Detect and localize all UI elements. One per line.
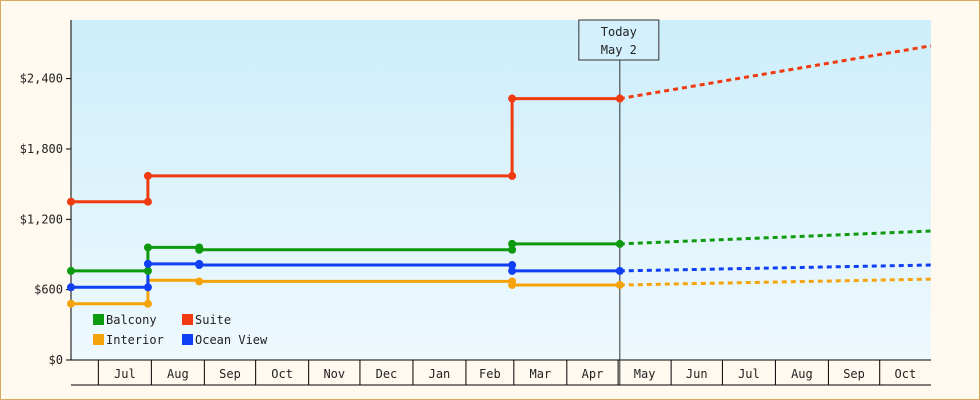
data-point — [143, 197, 152, 206]
forecast-line-interior — [619, 277, 932, 287]
legend-label: Ocean View — [195, 333, 268, 347]
x-tick-label: Sep — [219, 367, 241, 381]
x-tick-label: Oct — [271, 367, 293, 381]
data-point — [615, 266, 624, 275]
data-point — [508, 94, 517, 103]
x-tick-label: Jan — [429, 367, 451, 381]
forecast-line-balcony — [619, 229, 932, 246]
data-point — [615, 239, 624, 248]
data-point — [508, 171, 517, 180]
data-point — [195, 245, 204, 254]
data-point — [195, 277, 204, 286]
legend-swatch — [182, 334, 193, 345]
today-label: Today — [601, 25, 637, 39]
x-tick-label: Jul — [114, 367, 136, 381]
data-point — [143, 283, 152, 292]
data-point — [615, 94, 624, 103]
forecast-line-ocean-view — [619, 263, 932, 273]
data-point — [508, 239, 517, 248]
forecast-line-suite — [619, 44, 932, 101]
x-tick-label: Apr — [582, 367, 604, 381]
plot-background — [71, 20, 931, 360]
x-tick-label: Jun — [686, 367, 708, 381]
data-point — [67, 283, 75, 292]
x-tick-label: Nov — [323, 367, 345, 381]
today-date: May 2 — [601, 43, 637, 57]
x-tick-label: Aug — [167, 367, 189, 381]
legend-swatch — [93, 314, 104, 325]
data-point — [143, 266, 152, 275]
data-point — [508, 261, 517, 270]
y-tick-label: $600 — [34, 283, 63, 297]
series-line-suite — [71, 97, 620, 204]
x-tick-label: May — [634, 367, 656, 381]
legend-swatch — [182, 314, 193, 325]
data-point — [508, 280, 517, 289]
today-callout — [578, 19, 660, 61]
legend-label: Suite — [195, 313, 231, 327]
data-point — [67, 266, 75, 275]
x-tick-label: Mar — [529, 367, 551, 381]
data-point — [143, 171, 152, 180]
legend-swatch — [93, 334, 104, 345]
data-point — [508, 245, 517, 254]
y-tick-label: $2,400 — [20, 72, 63, 86]
legend-label: Balcony — [106, 313, 157, 327]
data-point — [67, 197, 75, 206]
data-point — [615, 280, 624, 289]
y-tick-label: $1,800 — [20, 142, 63, 156]
data-point — [508, 266, 517, 275]
data-point — [143, 299, 152, 308]
x-tick-label: Oct — [895, 367, 917, 381]
x-tick-label: Aug — [791, 367, 813, 381]
data-point — [143, 243, 152, 252]
x-tick-label: Dec — [376, 367, 398, 381]
data-point — [195, 261, 204, 270]
data-point — [67, 299, 75, 308]
x-tick-label: Feb — [479, 367, 501, 381]
x-tick-label: Sep — [843, 367, 865, 381]
y-tick-label: $0 — [49, 353, 63, 367]
data-point — [143, 259, 152, 268]
y-tick-label: $1,200 — [20, 212, 63, 226]
legend-label: Interior — [106, 333, 164, 347]
x-tick-label: Jul — [738, 367, 760, 381]
